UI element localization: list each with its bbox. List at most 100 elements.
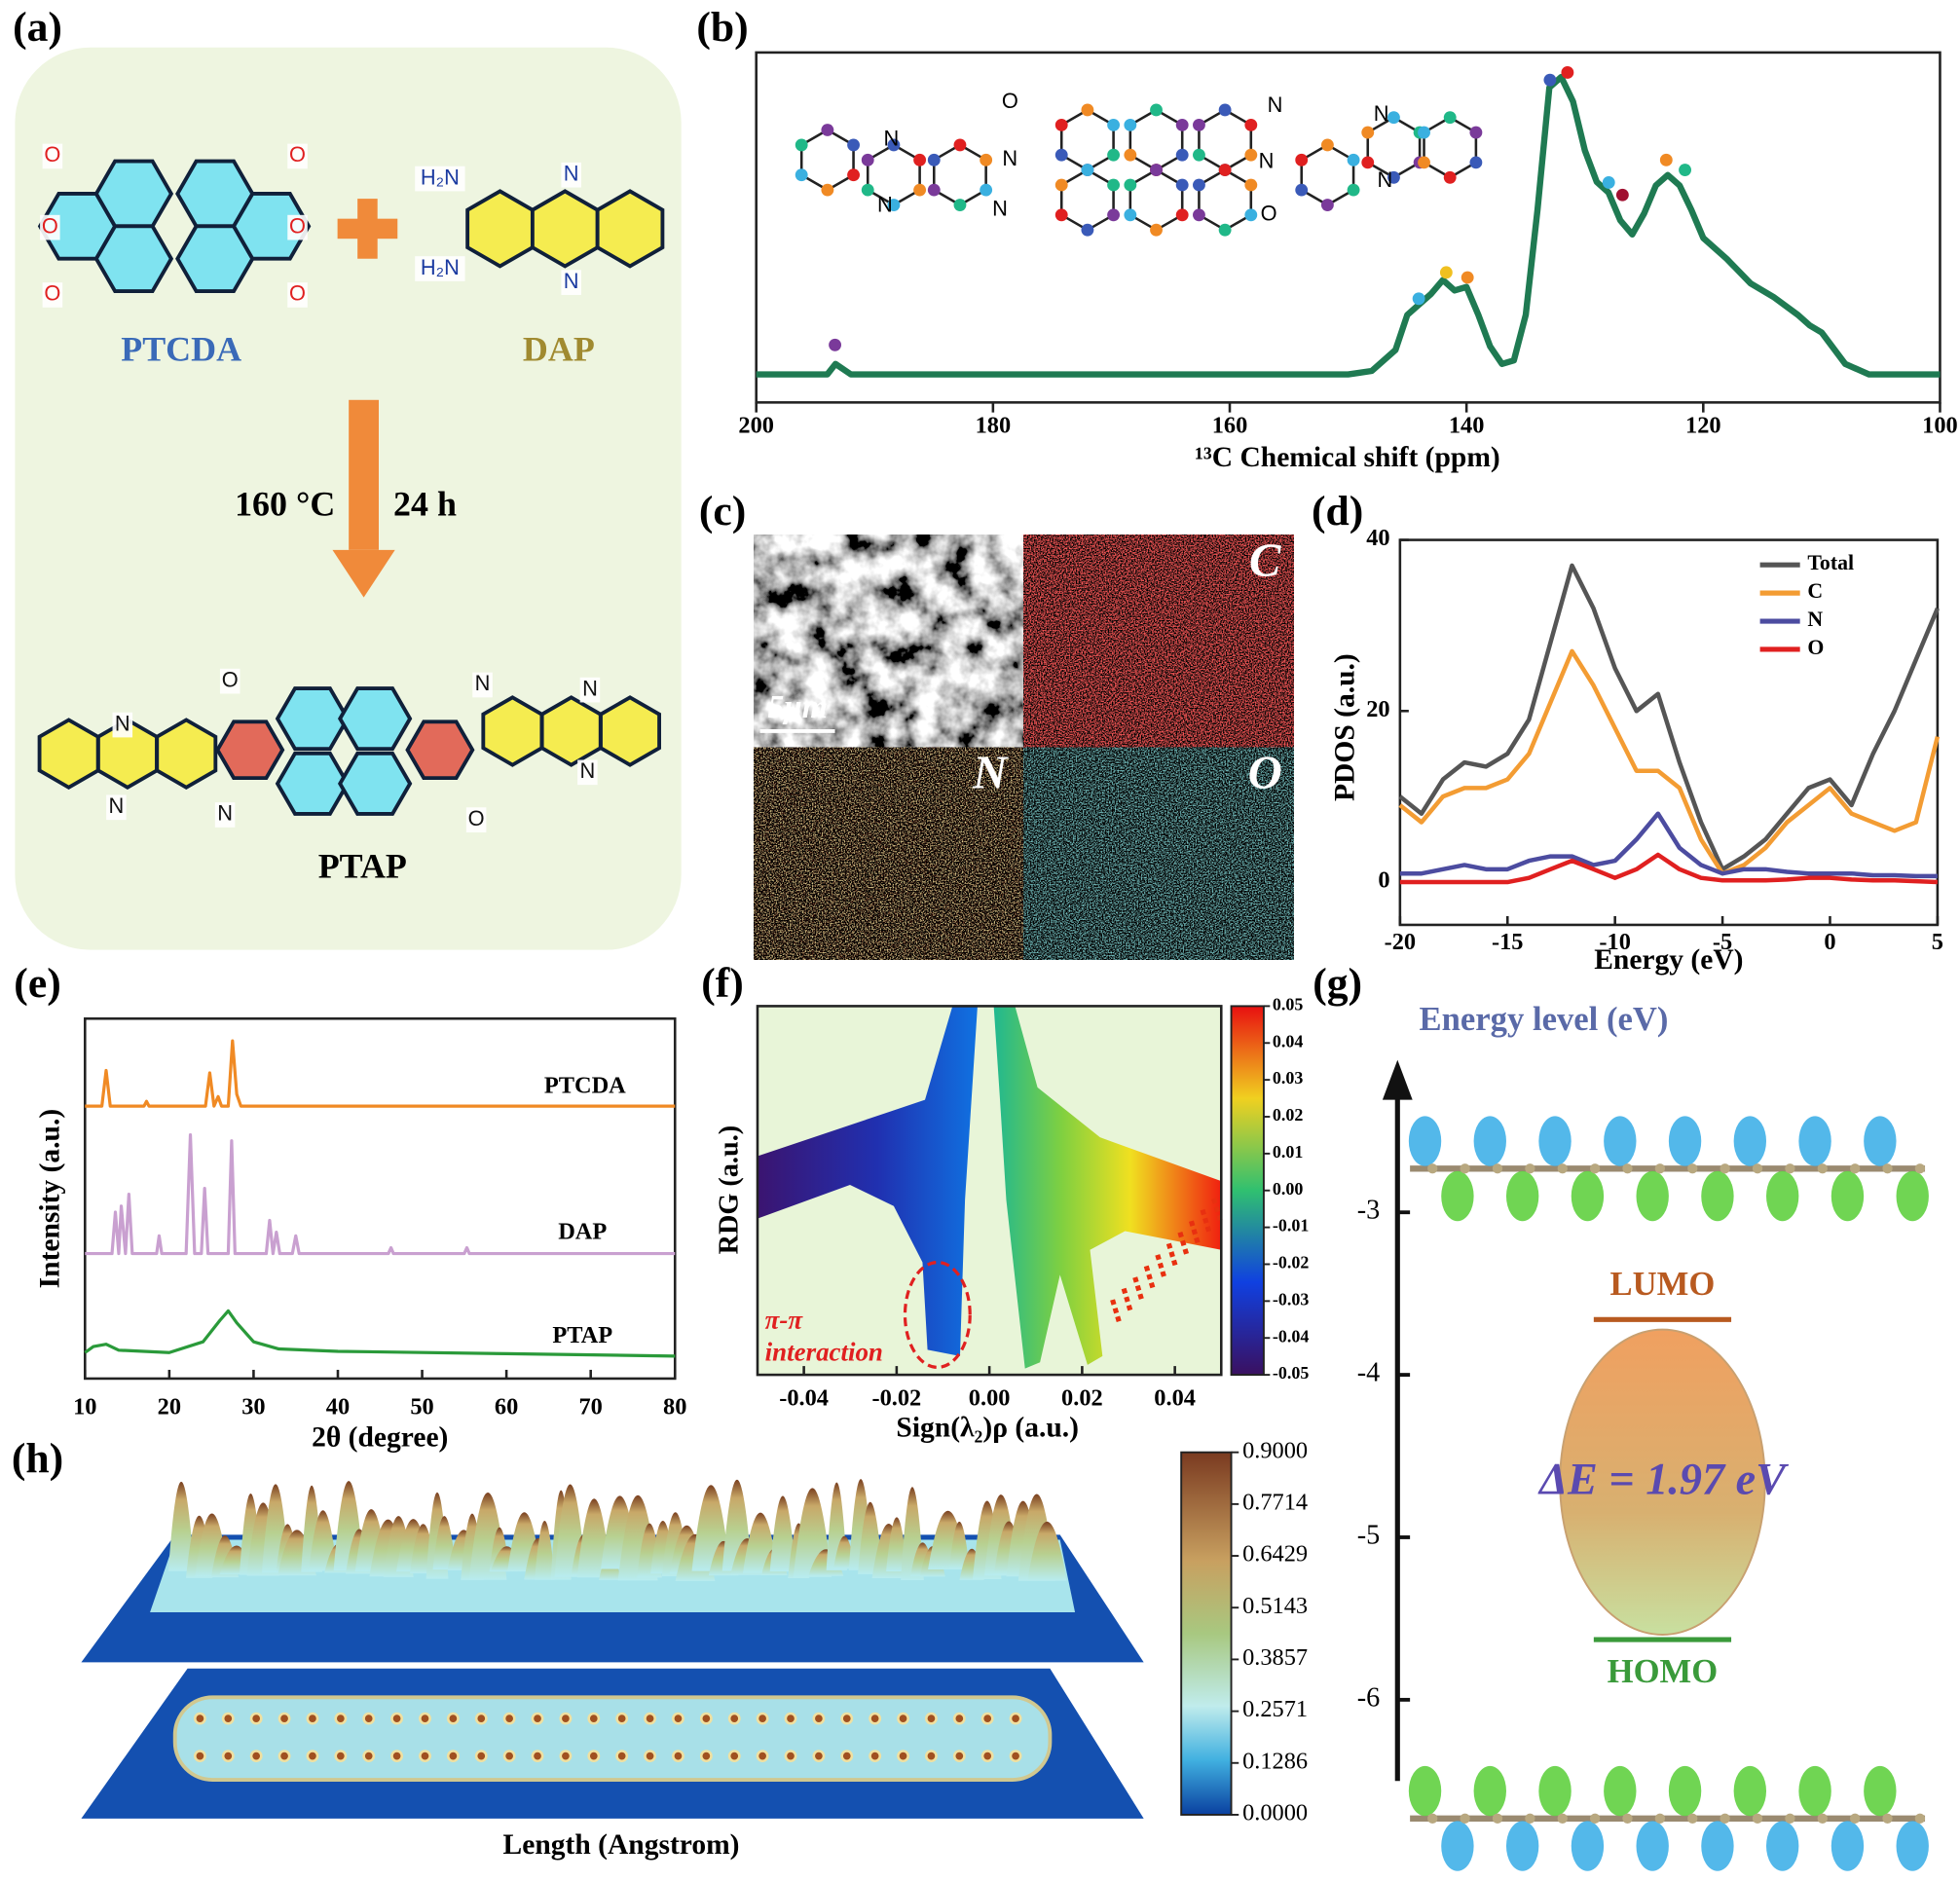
orbital-lobe: [1571, 1821, 1605, 1871]
colorbar-tick-label: 0.9000: [1242, 1437, 1308, 1463]
atom-backdrop: [40, 214, 60, 240]
orbital-lobe: [1831, 1170, 1865, 1222]
atom: [1525, 1813, 1535, 1824]
atom-dot: [1175, 208, 1189, 222]
ring: [1366, 116, 1422, 179]
contour-dot: [277, 1712, 291, 1725]
rdg-dash: [1189, 1220, 1202, 1247]
contour-dot: [249, 1712, 263, 1725]
series-label: PTCDA: [544, 1072, 626, 1098]
colorbar-tick-label: -0.03: [1273, 1289, 1309, 1309]
rdg-dash: [1132, 1276, 1145, 1304]
atom-dot: [1193, 208, 1205, 222]
atom-backdrop: [415, 166, 465, 192]
colorbar-tick-label: -0.01: [1273, 1216, 1309, 1236]
atom: [1557, 1163, 1568, 1174]
colorbar: [1230, 1005, 1265, 1377]
orbital-lobe: [1864, 1116, 1897, 1166]
micrograph: [754, 535, 1024, 748]
atom-label: O: [289, 281, 306, 306]
x-tick-label: 60: [495, 1393, 518, 1420]
ring: [337, 686, 413, 752]
atom-dot: [1443, 170, 1457, 184]
ring: [37, 718, 100, 790]
surface-peak: [886, 1517, 907, 1572]
x-tick-label: -15: [1492, 929, 1524, 955]
peak-marker: [1602, 176, 1615, 189]
contour-dot: [952, 1712, 966, 1725]
ring: [231, 192, 312, 261]
orbital-lobe: [1441, 1821, 1474, 1871]
orbital-lobe: [1896, 1170, 1929, 1222]
contour-dot: [812, 1712, 826, 1725]
contour-dot: [362, 1750, 376, 1763]
atom-backdrop: [465, 807, 487, 832]
atom: [1427, 1813, 1438, 1824]
atom-dot: [1418, 156, 1430, 169]
atom-dot: [1107, 148, 1121, 162]
peak-marker: [1615, 188, 1629, 202]
orbital-lobe: [1733, 1765, 1767, 1817]
atom-dot: [1054, 178, 1068, 192]
ring: [530, 189, 600, 269]
x-axis-label: Length (Angstrom): [503, 1829, 740, 1861]
micrograph: [754, 747, 1024, 960]
colorbar-tick-label: 0.1286: [1242, 1748, 1308, 1774]
ring: [1059, 168, 1115, 232]
colorbar-tick-label: 0.00: [1273, 1179, 1303, 1199]
atom: [1460, 1813, 1470, 1824]
colorbar: [1180, 1451, 1233, 1816]
atom-dot: [1193, 178, 1205, 192]
atom-dot: [1150, 223, 1163, 237]
ring: [595, 189, 665, 269]
contour-dot: [784, 1712, 797, 1725]
atom-dot: [980, 183, 993, 197]
rdg-dash: [1155, 1254, 1167, 1281]
atom-dot: [1054, 118, 1068, 131]
ring: [539, 695, 603, 767]
atom-dot: [1150, 164, 1163, 177]
atom-dot: [1124, 118, 1137, 131]
panel-label: (a): [13, 4, 62, 51]
contour-dot: [334, 1750, 348, 1763]
x-tick-label: 30: [241, 1393, 265, 1420]
orbital-lobe: [1668, 1765, 1702, 1817]
atom: [1589, 1163, 1601, 1174]
colorbar-tick-label: 0.6429: [1242, 1541, 1308, 1568]
contour-dot: [306, 1712, 319, 1725]
contour-dot: [587, 1712, 601, 1725]
x-tick-label: 0.00: [969, 1384, 1011, 1411]
atom: [1752, 1813, 1763, 1824]
contour-dot: [672, 1712, 684, 1725]
contour-dot: [193, 1712, 206, 1725]
y-axis-label: Intensity (a.u.): [35, 1109, 66, 1288]
atom: [1427, 1163, 1438, 1174]
series-label: DAP: [558, 1219, 607, 1245]
orbital-lobe: [1798, 1116, 1831, 1166]
atom-label: N: [564, 269, 579, 293]
atom: [1557, 1813, 1568, 1824]
atom: [1622, 1163, 1633, 1174]
x-tick-label: 20: [158, 1393, 181, 1420]
orbital-lobe: [1505, 1821, 1539, 1871]
atom-backdrop: [415, 256, 465, 281]
rdg-dash: [1165, 1242, 1179, 1270]
atom-dot: [1469, 156, 1483, 169]
atom-label: N: [580, 758, 596, 783]
contour-dot: [980, 1750, 994, 1763]
contour-dot: [559, 1750, 573, 1763]
atom-dot: [821, 124, 834, 136]
panel-label: (f): [701, 960, 744, 1007]
micrograph: [1023, 535, 1294, 748]
xrd-line: [85, 1039, 676, 1108]
atom-label: O: [289, 213, 306, 238]
atom: [1752, 1163, 1763, 1174]
reactant-name: DAP: [523, 329, 595, 368]
atom-label: N: [1002, 146, 1017, 170]
y-tick-label: 0: [1378, 867, 1389, 894]
atom: [1817, 1163, 1828, 1174]
atom-dot: [1320, 199, 1334, 211]
atom-dot: [1107, 208, 1121, 222]
contour-dot: [980, 1712, 994, 1725]
contour-region: [172, 1695, 1053, 1782]
